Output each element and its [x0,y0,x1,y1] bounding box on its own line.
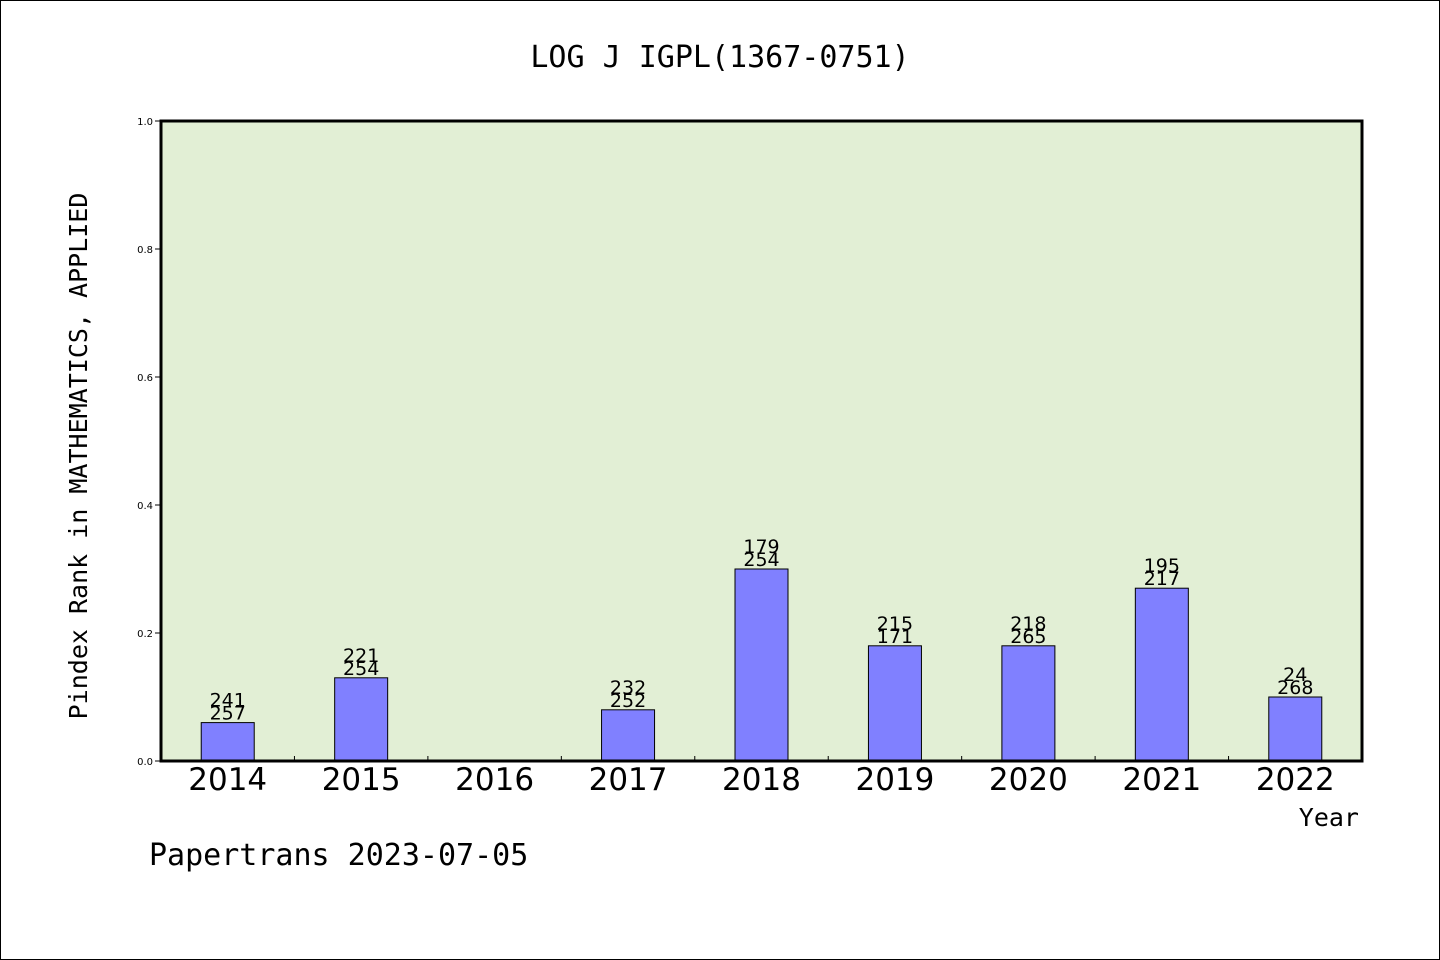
x-axis: 2014 2015 2016 2017 2018 2019 2020 2021 2022 [188,756,1335,798]
data-label-bottom: 268 [1277,677,1313,699]
x-tick-label: 2022 [1256,762,1335,798]
y-axis: 0.0 0.2 0.4 0.6 0.8 1.0 [137,117,161,768]
chart-title: LOG J IGPL(1367-0751) [530,40,909,75]
bar [734,568,789,762]
y-tick-label: 0.6 [137,373,153,384]
y-axis-label: Pindex Rank in MATHEMATICS, APPLIED [64,193,93,720]
data-label-top: 195 [1144,555,1180,577]
data-label-bottom: 265 [1010,626,1046,648]
y-tick-label: 0.0 [137,757,153,768]
x-tick-label: 2020 [989,762,1068,798]
data-label-top: 232 [610,677,646,699]
y-tick-label: 0.4 [137,501,153,512]
data-label-bottom: 171 [877,626,913,648]
x-tick-label: 2015 [322,762,401,798]
bar [1001,645,1056,762]
data-label-bottom: 254 [343,658,379,680]
data-label-top: 215 [877,613,913,635]
data-label-bottom: 254 [743,549,779,571]
y-tick-label: 0.8 [137,245,153,256]
x-tick-label: 2019 [855,762,934,798]
bar [1268,696,1323,762]
bar [601,709,656,762]
bar [200,722,255,762]
bar-group [200,568,1323,762]
data-label-top: 218 [1010,613,1046,635]
plot-frame [159,119,1364,763]
x-tick-label: 2021 [1122,762,1201,798]
bar [334,677,389,762]
x-tick-label: 2016 [455,762,534,798]
data-label-top: 221 [343,645,379,667]
data-label-top: 241 [210,690,246,712]
data-label-group: 2412572212542322521792542151712182651952… [210,536,1314,725]
data-label-top: 24 [1283,664,1307,686]
bar [1134,587,1189,762]
y-tick-label: 0.2 [137,629,153,640]
footer-text: Papertrans 2023-07-05 [149,838,528,873]
data-label-bottom: 252 [610,690,646,712]
x-tick-label: 2017 [589,762,668,798]
data-label-bottom: 217 [1144,568,1180,590]
y-tick-label: 1.0 [137,117,153,128]
data-label-top: 179 [743,536,779,558]
x-tick-label: 2014 [188,762,267,798]
bar [867,645,922,762]
x-axis-label: Year [1299,803,1359,832]
x-tick-label: 2018 [722,762,801,798]
data-label-bottom: 257 [210,703,246,725]
